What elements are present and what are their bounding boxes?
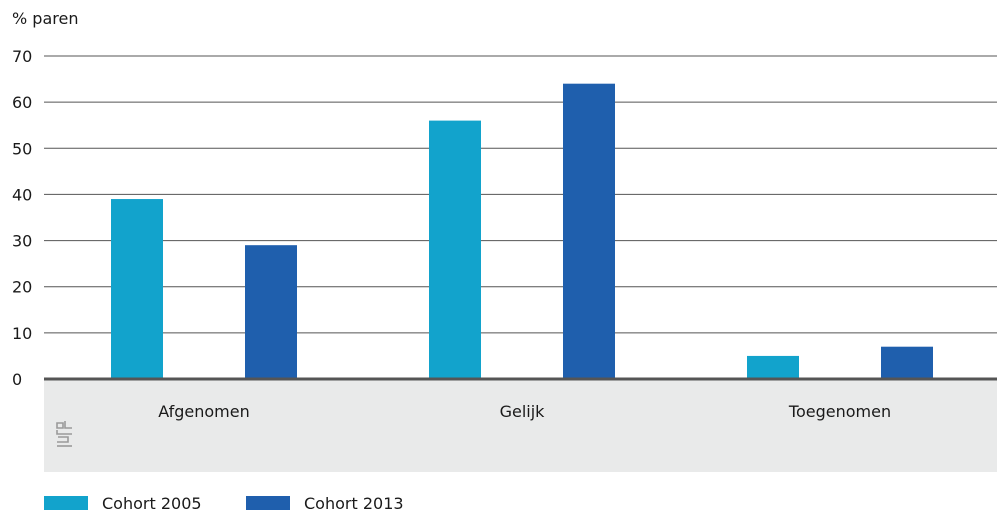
gridlines: 0 10 20 30 40 50 60 70	[12, 47, 997, 389]
y-tick-label: 0	[12, 370, 22, 389]
cbs-logo-icon	[56, 421, 72, 447]
category-label: Afgenomen	[158, 402, 250, 421]
y-axis-label: % paren	[12, 9, 78, 28]
legend-swatch	[246, 496, 290, 510]
bar	[747, 355, 799, 379]
legend: Cohort 2005 Cohort 2013	[44, 494, 404, 513]
bar	[563, 83, 615, 379]
bar	[111, 199, 163, 379]
category-labels: Afgenomen Gelijk Toegenomen	[158, 402, 891, 421]
bar	[881, 346, 933, 379]
y-tick-label: 50	[12, 139, 32, 158]
category-label: Toegenomen	[788, 402, 891, 421]
y-tick-label: 20	[12, 278, 32, 297]
legend-swatch	[44, 496, 88, 510]
y-tick-label: 40	[12, 185, 32, 204]
legend-label: Cohort 2013	[304, 494, 404, 513]
bar	[429, 120, 481, 379]
y-tick-label: 30	[12, 232, 32, 251]
bar	[245, 245, 297, 379]
legend-label: Cohort 2005	[102, 494, 202, 513]
y-tick-label: 10	[12, 324, 32, 343]
category-axis-band	[44, 379, 997, 472]
category-label: Gelijk	[500, 402, 546, 421]
y-tick-label: 60	[12, 93, 32, 112]
y-tick-label: 70	[12, 47, 32, 66]
bars	[111, 83, 933, 379]
